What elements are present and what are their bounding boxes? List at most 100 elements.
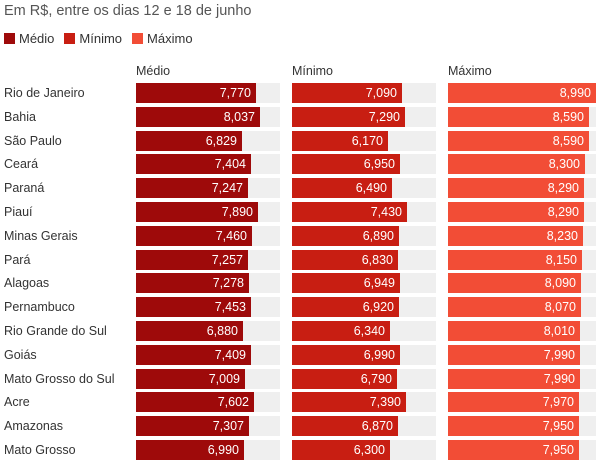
legend-label-medio: Médio [19, 31, 55, 46]
bar [292, 83, 402, 103]
legend-swatch-maximo [132, 33, 144, 44]
bar [448, 369, 580, 389]
bar-track: 7,257 [136, 250, 280, 270]
bar [448, 345, 580, 365]
bar-track: 6,950 [292, 154, 436, 174]
data-label: 6,920 [362, 300, 394, 314]
legend-item-medio: Médio [4, 31, 54, 46]
legend-item-maximo: Máximo [132, 31, 193, 46]
legend-item-minimo: Mínimo [64, 31, 122, 46]
bar [448, 250, 582, 270]
data-label: 7,307 [212, 419, 244, 433]
bar-track: 6,830 [292, 250, 436, 270]
bar [136, 178, 248, 198]
bar [292, 131, 388, 151]
bar [136, 107, 260, 127]
bar [136, 226, 252, 246]
bar [292, 202, 407, 222]
bar [292, 273, 400, 293]
bar-track: 8,990 [448, 83, 596, 103]
bar-track: 8,010 [448, 321, 596, 341]
bar-track: 8,070 [448, 297, 596, 317]
data-label: 6,790 [360, 372, 392, 386]
category-label: Ceará [4, 157, 39, 171]
bar-track: 6,340 [292, 321, 436, 341]
data-label: 8,300 [548, 157, 580, 171]
bar [136, 392, 254, 412]
bar-track: 8,150 [448, 250, 596, 270]
bar [448, 107, 589, 127]
bar [136, 131, 242, 151]
bar-track: 6,949 [292, 273, 436, 293]
bar [292, 321, 390, 341]
category-label: São Paulo [4, 134, 62, 148]
bar [448, 226, 583, 246]
bar [292, 345, 400, 365]
data-label: 7,990 [543, 372, 575, 386]
data-label: 7,990 [543, 348, 575, 362]
bar [136, 440, 244, 460]
data-label: 6,830 [361, 253, 393, 267]
data-label: 7,460 [215, 229, 247, 243]
bar [136, 369, 245, 389]
column-header-maximo: Máximo [448, 64, 492, 78]
bar [292, 178, 392, 198]
data-label: 7,890 [221, 205, 253, 219]
bar-track: 7,460 [136, 226, 280, 246]
bar-track: 6,170 [292, 131, 436, 151]
data-label: 7,390 [369, 395, 401, 409]
bar-track: 7,890 [136, 202, 280, 222]
data-label: 8,290 [547, 205, 579, 219]
bar-track: 8,290 [448, 178, 596, 198]
bar [448, 416, 579, 436]
data-label: 8,290 [547, 181, 579, 195]
category-label: Mato Grosso do Sul [4, 372, 115, 386]
bar [136, 321, 243, 341]
bar-track: 8,290 [448, 202, 596, 222]
bar-track: 7,950 [448, 440, 596, 460]
bar-track: 7,090 [292, 83, 436, 103]
bar [292, 416, 398, 436]
data-label: 6,949 [363, 276, 395, 290]
data-label: 8,230 [546, 229, 578, 243]
bar [136, 273, 249, 293]
bar-track: 7,390 [292, 392, 436, 412]
data-label: 6,990 [363, 348, 395, 362]
bar [448, 440, 579, 460]
data-label: 7,950 [542, 443, 574, 457]
bar-track: 7,290 [292, 107, 436, 127]
bar [292, 297, 399, 317]
bar [292, 226, 399, 246]
bar [448, 297, 581, 317]
data-label: 8,010 [543, 324, 575, 338]
data-label: 6,950 [363, 157, 395, 171]
bar [292, 154, 400, 174]
data-label: 8,037 [223, 110, 255, 124]
data-label: 6,490 [355, 181, 387, 195]
bar-track: 7,278 [136, 273, 280, 293]
bar [448, 321, 580, 341]
bar-track: 7,247 [136, 178, 280, 198]
chart-subtitle: Em R$, entre os dias 12 e 18 de junho [4, 3, 252, 19]
bar [292, 250, 398, 270]
bar-track: 7,770 [136, 83, 280, 103]
bar-track: 8,590 [448, 131, 596, 151]
bar-track: 7,453 [136, 297, 280, 317]
data-label: 6,890 [362, 229, 394, 243]
legend-swatch-medio [4, 33, 15, 44]
data-label: 7,409 [214, 348, 246, 362]
data-label: 7,009 [208, 372, 240, 386]
bar-track: 6,829 [136, 131, 280, 151]
bar [448, 131, 589, 151]
bar-track: 8,090 [448, 273, 596, 293]
data-label: 8,070 [544, 300, 576, 314]
bar [136, 416, 249, 436]
bar [292, 392, 406, 412]
bar [136, 345, 251, 365]
data-label: 6,340 [353, 324, 385, 338]
data-label: 7,278 [212, 276, 244, 290]
data-label: 7,404 [214, 157, 246, 171]
data-label: 8,150 [545, 253, 577, 267]
bar-track: 6,890 [292, 226, 436, 246]
bar [448, 392, 579, 412]
